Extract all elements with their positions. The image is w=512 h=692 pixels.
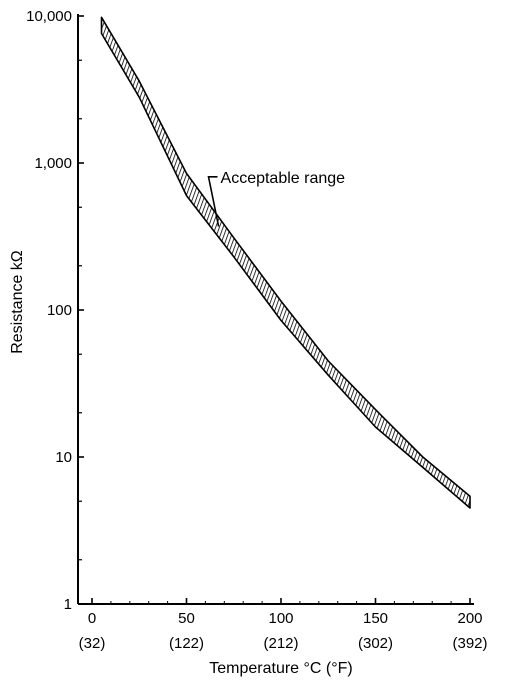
y-tick-label: 100	[47, 302, 72, 319]
x-tick-label: 0	[88, 610, 96, 627]
y-tick-label: 10	[55, 449, 72, 466]
y-axis-title: Resistance kΩ	[9, 250, 26, 354]
x-tick-label: 200	[457, 610, 482, 627]
x-tick-sublabel: (302)	[358, 635, 393, 652]
annotation-label: Acceptable range	[221, 170, 346, 187]
x-axis-title: Temperature °C (°F)	[209, 660, 353, 677]
x-tick-sublabel: (32)	[79, 635, 106, 652]
annotation-leader-line	[207, 176, 220, 227]
x-tick-label: 50	[178, 610, 195, 627]
x-tick-label: 150	[363, 610, 388, 627]
y-tick-label: 1,000	[34, 155, 72, 172]
x-tick-label: 100	[268, 610, 293, 627]
annotations: Acceptable range	[207, 170, 346, 227]
series-bands	[100, 16, 471, 509]
x-tick-sublabel: (212)	[263, 635, 298, 652]
y-tick-label: 1	[64, 596, 72, 613]
x-tick-sublabel: (122)	[169, 635, 204, 652]
acceptable-range-band	[100, 16, 471, 509]
y-axis-ticks: 1 10 100 1,000 10,000	[26, 8, 84, 613]
y-tick-label: 10,000	[26, 8, 72, 25]
x-tick-sublabel: (392)	[452, 635, 487, 652]
x-axis-ticks: 0 (32) 50 (122) 100 (212) 150 (302) 200 (392)	[79, 598, 488, 652]
